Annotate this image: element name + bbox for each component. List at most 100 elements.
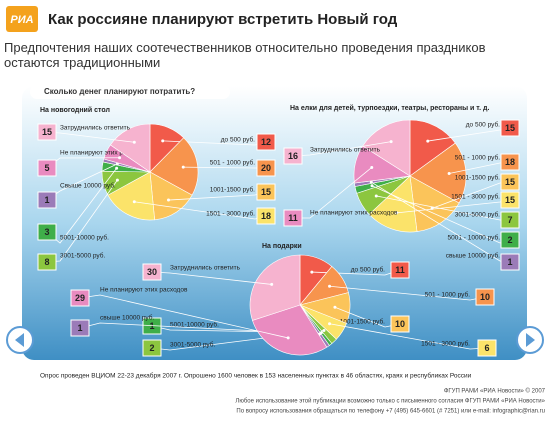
leader-dot [286, 336, 290, 340]
slice-label: свыше 10000 руб. [100, 314, 154, 322]
leader-dot [181, 165, 185, 169]
value-box [500, 211, 520, 229]
subtitle: Предпочтения наших соотечественников отн… [4, 40, 486, 70]
value-box [70, 319, 90, 337]
pie-slice [149, 171, 193, 221]
value-label: 10 [480, 292, 490, 302]
slice-label: Не планируют этих расходов [60, 150, 148, 157]
leader-dot [115, 166, 119, 170]
pie-slice [362, 119, 411, 177]
slice-label: Затруднились ответить [60, 125, 131, 132]
slice-label: 501 - 1000 руб. [455, 154, 500, 162]
leader-dot [333, 305, 337, 309]
value-box [283, 209, 303, 227]
leader-dot [310, 270, 314, 274]
pie-title: На елки для детей, турпоездки, театры, р… [290, 104, 489, 112]
value-label: 11 [395, 265, 405, 275]
value-box [142, 263, 162, 281]
leader-dot [370, 184, 374, 188]
slice-label: Затруднились ответить [310, 147, 381, 154]
contact: По вопросу использования обращаться по т… [236, 409, 545, 415]
value-box [142, 339, 162, 357]
value-label: 18 [505, 157, 515, 167]
slice-label: 5001 - 10000 руб. [447, 234, 500, 242]
subtitle-box: Предпочтения наших соотечественников отн… [4, 40, 486, 70]
slice-label: 501 - 1000 руб. [210, 159, 255, 167]
leader-dot [115, 178, 119, 182]
question: Сколько денег планируют потратить? [44, 87, 195, 96]
value-box [500, 231, 520, 249]
slice-label: до 500 руб. [466, 121, 500, 129]
value-label: 2 [149, 343, 154, 353]
slice-label: 5001-10000 руб. [170, 321, 219, 329]
pie-slice [149, 137, 199, 196]
logo: РИА [10, 14, 33, 26]
copyright: ФГУП РАМИ «РИА Новости» © 2007 [444, 388, 546, 395]
pie-slice [107, 171, 155, 221]
value-box [390, 315, 410, 333]
value-label: 29 [75, 293, 85, 303]
slice-label: Не планируют этих расходов [100, 287, 188, 294]
slice-label: 1001-1500 руб. [455, 174, 500, 182]
title: Как россияне планируют встретить Новый г… [48, 11, 398, 28]
value-label: 2 [507, 235, 512, 245]
leader-dot [369, 180, 373, 184]
value-box [500, 253, 520, 271]
value-box [390, 261, 410, 279]
value-label: 1 [44, 195, 49, 205]
slice-label: до 500 руб. [351, 266, 385, 274]
value-label: 10 [395, 319, 405, 329]
slice-label: до 500 руб. [221, 136, 255, 144]
value-label: 15 [505, 195, 515, 205]
leader-dot [370, 165, 374, 169]
value-label: 18 [261, 211, 271, 221]
value-box [37, 123, 57, 141]
prev-arrow [15, 333, 24, 347]
value-box [475, 288, 495, 306]
leader-dot [426, 139, 430, 143]
value-box [500, 119, 520, 137]
value-label: 20 [261, 163, 271, 173]
value-label: 11 [288, 213, 298, 223]
value-box [37, 253, 57, 271]
value-box [256, 183, 276, 201]
leader-dot [389, 140, 393, 144]
value-box [256, 207, 276, 225]
slice-label: 501 - 1000 руб. [425, 291, 470, 299]
pie-slice [109, 123, 151, 173]
leader-dot [166, 198, 170, 202]
value-label: 6 [484, 343, 489, 353]
value-label: 7 [507, 215, 512, 225]
value-box [37, 223, 57, 241]
slice-label: 3001-5000 руб. [170, 341, 215, 349]
pie-title: На подарки [262, 243, 302, 250]
value-box [500, 173, 520, 191]
value-label: 3 [44, 227, 49, 237]
value-label: 8 [44, 257, 49, 267]
slice-label: Не планируют этих расходов [310, 210, 398, 217]
value-box [256, 159, 276, 177]
leader-dot [328, 322, 332, 326]
leader-dot [328, 284, 332, 288]
value-label: 1 [507, 257, 512, 267]
notice: Любое использование этой публикации возм… [235, 398, 545, 405]
slice-label: 1501 - 3000 руб. [206, 210, 255, 218]
leader-dot [374, 194, 378, 198]
pie-slice [252, 304, 328, 356]
value-label: 15 [42, 127, 52, 137]
leader-dot [132, 140, 136, 144]
leader-dot [395, 211, 399, 215]
slice-label: 1001-1500 руб. [340, 318, 385, 326]
next-arrow [526, 333, 535, 347]
pie-slice [409, 142, 467, 204]
pie-slice [409, 119, 456, 177]
pie-title: На новогодний стол [40, 106, 110, 114]
value-label: 15 [505, 177, 515, 187]
pie-slice [249, 254, 301, 321]
value-box [70, 289, 90, 307]
value-label: 5 [44, 163, 49, 173]
value-box [256, 133, 276, 151]
value-label: 30 [147, 267, 157, 277]
value-box [500, 191, 520, 209]
